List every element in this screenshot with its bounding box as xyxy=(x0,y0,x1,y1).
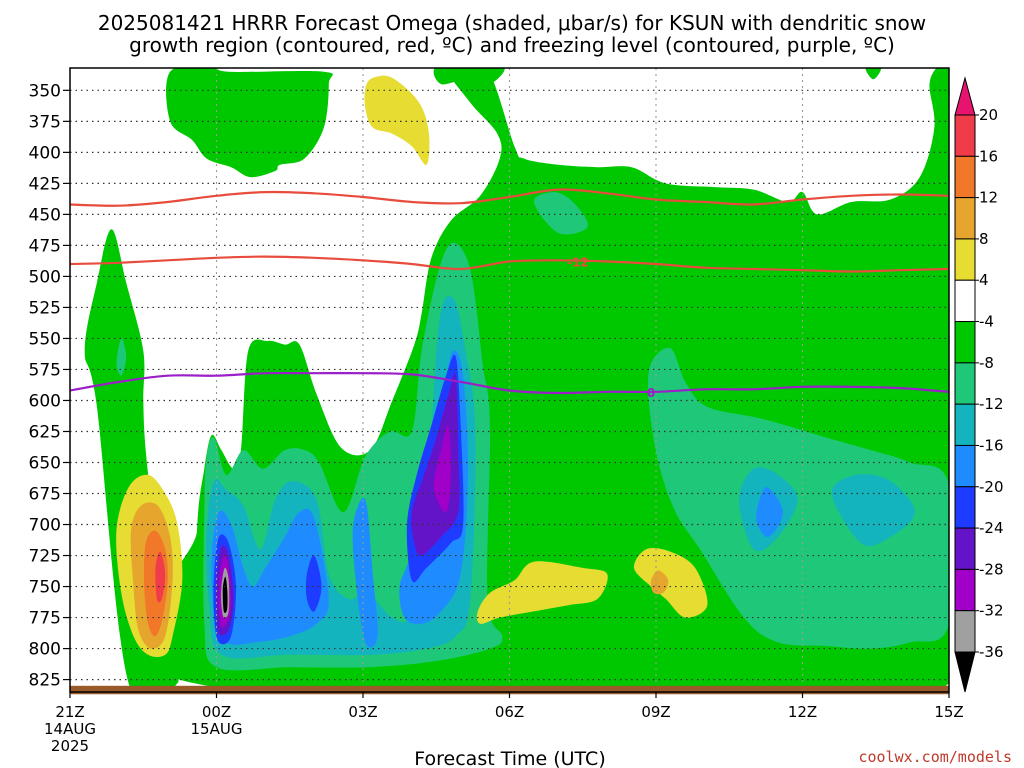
ground-bar xyxy=(70,685,949,695)
colorbar-swatch xyxy=(954,486,976,529)
omega-region-12 xyxy=(211,508,329,645)
y-tick-label: 650 xyxy=(29,453,61,473)
omega-region-32 xyxy=(650,570,669,595)
colorbar-label: -32 xyxy=(979,602,1004,620)
y-tick-label: 625 xyxy=(29,422,61,442)
colorbar-bottom-arrow xyxy=(954,651,976,693)
colorbar-label: -4 xyxy=(979,313,994,331)
omega-region-13 xyxy=(352,497,378,648)
colorbar-swatch xyxy=(954,279,976,323)
colorbar-swatch xyxy=(954,568,976,612)
x-tick-label: 03Z xyxy=(348,703,377,721)
dgz-contour-label: -12 xyxy=(567,256,589,270)
temperature-contours: -12 0 xyxy=(70,188,949,400)
y-tick-label: 675 xyxy=(29,485,61,505)
y-tick-label: 800 xyxy=(29,640,61,660)
omega-region-29 xyxy=(364,75,430,165)
omega-region-11 xyxy=(831,474,915,546)
colorbar-swatch xyxy=(954,321,976,364)
colorbar-swatch xyxy=(954,403,976,446)
omega-region-22 xyxy=(433,424,451,513)
x-tick-label: 15Z xyxy=(934,703,963,721)
y-tick-label: 475 xyxy=(29,236,61,256)
omega-region-31 xyxy=(633,548,708,618)
y-tick-label: 400 xyxy=(29,143,61,163)
colorbar-swatch xyxy=(954,155,976,199)
omega-region-18 xyxy=(305,555,322,612)
omega-region-3 xyxy=(166,68,333,178)
colorbar-label: -16 xyxy=(979,436,1004,454)
dgz-contour-0 xyxy=(70,188,949,207)
omega-region-20 xyxy=(411,373,460,556)
y-tick-label: 500 xyxy=(29,267,61,287)
y-tick-label: 350 xyxy=(29,81,61,101)
x-axis-label: Forecast Time (UTC) xyxy=(414,748,605,768)
dgz-contour-1 xyxy=(70,255,949,273)
omega-region-8 xyxy=(647,347,949,649)
colorbar-label: -12 xyxy=(979,395,1004,413)
omega-region-4 xyxy=(433,68,505,85)
omega-region-7 xyxy=(533,192,588,235)
omega-region-28 xyxy=(155,551,166,603)
colorbar-label: 8 xyxy=(979,230,989,248)
x-tick-label: 09Z xyxy=(641,703,670,721)
colorbar-label: -20 xyxy=(979,478,1004,496)
freezing-level-label: 0 xyxy=(647,386,655,400)
x-tick-date-label: 14AUG xyxy=(44,720,96,738)
y-tick-label: 375 xyxy=(29,112,61,132)
colorbar-label: -36 xyxy=(979,643,1004,661)
credit-text: coolwx.com/models xyxy=(858,748,1012,766)
y-tick-label: 550 xyxy=(29,329,61,349)
y-tick-label: 725 xyxy=(29,547,61,567)
colorbar-swatch xyxy=(954,444,976,488)
colorbar-label: -8 xyxy=(979,354,994,372)
colorbar-swatch xyxy=(954,362,976,405)
omega-region-24 xyxy=(222,576,228,614)
colorbar-swatch xyxy=(954,114,976,157)
ground-layer xyxy=(70,685,949,695)
colorbar: 20 16 12 8 4 -4 -8 -12 -16 -20 -24 -28 -32 -36 xyxy=(954,76,1004,693)
freezing-level-contour xyxy=(70,371,949,395)
x-tick-label: 21Z xyxy=(55,703,84,721)
colorbar-swatch xyxy=(954,238,976,281)
y-tick-label: 750 xyxy=(29,578,61,598)
colorbar-label: 12 xyxy=(979,189,998,207)
x-tick-year-label: 2025 xyxy=(51,737,89,755)
y-tick-label: 575 xyxy=(29,360,61,380)
chart-title-line-1: 2025081421 HRRR Forecast Omega (shaded, … xyxy=(98,11,926,35)
y-tick-label: 825 xyxy=(29,671,61,691)
colorbar-swatch xyxy=(954,197,976,240)
omega-region-15 xyxy=(756,487,784,537)
x-tick-date-label: 15AUG xyxy=(191,720,243,738)
colorbar-swatch xyxy=(954,527,976,570)
y-tick-label: 525 xyxy=(29,298,61,318)
colorbar-swatch xyxy=(954,610,976,653)
x-tick-label: 00Z xyxy=(202,703,231,721)
x-tick-label: 06Z xyxy=(495,703,524,721)
colorbar-label: -28 xyxy=(979,560,1004,578)
x-tick-label: 12Z xyxy=(788,703,817,721)
omega-region-5 xyxy=(865,68,881,80)
colorbar-label: 4 xyxy=(979,271,989,289)
y-tick-label: 600 xyxy=(29,391,61,411)
colorbar-label: 16 xyxy=(979,147,998,165)
colorbar-label: -24 xyxy=(979,519,1004,537)
y-tick-label: 425 xyxy=(29,174,61,194)
chart-title-line-2: growth region (contoured, red, ºC) and f… xyxy=(129,33,895,57)
grid-lines xyxy=(70,68,949,692)
omega-region-1 xyxy=(116,338,127,376)
y-tick-label: 700 xyxy=(29,516,61,536)
y-tick-label: 450 xyxy=(29,205,61,225)
y-tick-label: 775 xyxy=(29,609,61,629)
y-axis: 350 375 400 425 450 475 500 525 550 575 600 625 650 6… xyxy=(29,81,70,691)
colorbar-top-arrow xyxy=(954,76,976,116)
omega-shading xyxy=(84,68,949,692)
colorbar-label: 20 xyxy=(979,106,998,124)
